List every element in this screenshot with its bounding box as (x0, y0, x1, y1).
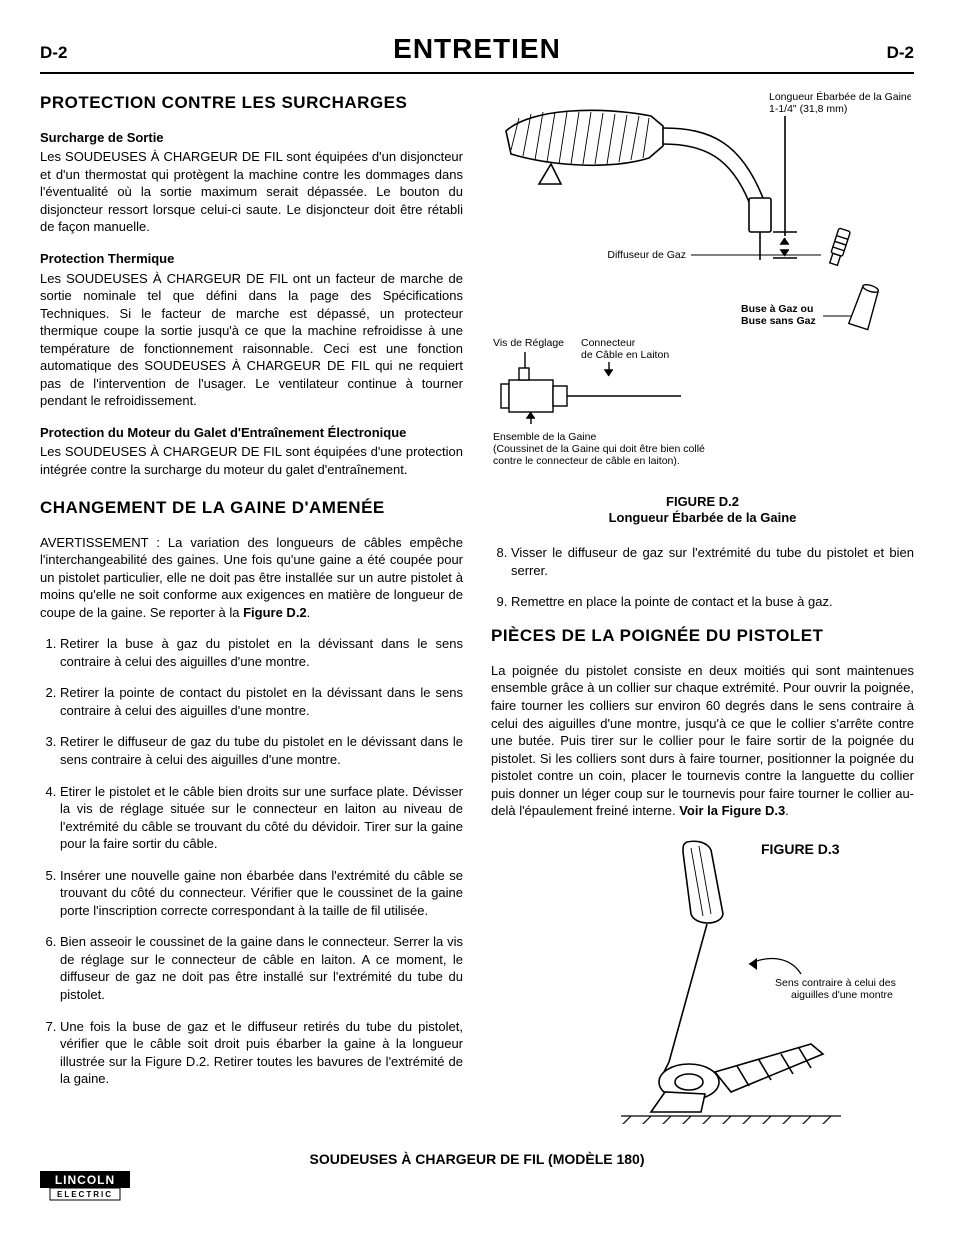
body-paragraph: Les SOUDEUSES À CHARGEUR DE FIL ont un f… (40, 270, 463, 410)
fig-label-nozzle1: Buse à Gaz ou (741, 303, 813, 315)
page-code-right: D-2 (887, 42, 914, 65)
two-column-layout: PROTECTION CONTRE LES SURCHARGES Surchar… (40, 88, 914, 1142)
figure-d2-caption: FIGURE D.2 Longueur Ébarbée de la Gaine (491, 494, 914, 527)
section3-body-text: La poignée du pistolet consiste en deux … (491, 663, 914, 818)
list-item: Une fois la buse de gaz et le diffuseur … (60, 1018, 463, 1088)
body-paragraph: La poignée du pistolet consiste en deux … (491, 662, 914, 820)
logo-top-text: LINCOLN (55, 1173, 115, 1187)
fig-label-assembly-note1: (Coussinet de la Gaine qui doit être bie… (493, 443, 705, 455)
page-footer: SOUDEUSES À CHARGEUR DE FIL (MODÈLE 180) (40, 1150, 914, 1169)
figure-reference: Voir la Figure D.3 (679, 803, 785, 818)
list-item: Retirer la pointe de contact du pistolet… (60, 684, 463, 719)
list-item: Remettre en place la pointe de contact e… (511, 593, 914, 611)
subsection-heading: Surcharge de Sortie (40, 129, 463, 147)
right-column: Longueur Ébarbée de la Gaine 1-1/4" (31,… (491, 88, 914, 1142)
list-item: Bien asseoir le coussinet de la gaine da… (60, 933, 463, 1003)
section-heading: PIÈCES DE LA POIGNÉE DU PISTOLET (491, 625, 914, 648)
figure-reference: Figure D.2 (243, 605, 307, 620)
body-paragraph: Les SOUDEUSES À CHARGEUR DE FIL sont équ… (40, 148, 463, 236)
fig-label-connector2: de Câble en Laiton (581, 349, 669, 361)
page-code-left: D-2 (40, 42, 67, 65)
period: . (307, 605, 311, 620)
procedure-steps-list: Retirer la buse à gaz du pistolet en la … (40, 635, 463, 1087)
page-header: D-2 ENTRETIEN D-2 (40, 30, 914, 74)
fig-label-setscrew: Vis de Réglage (493, 337, 564, 349)
figure-d2: Longueur Ébarbée de la Gaine 1-1/4" (31,… (491, 88, 914, 527)
fig-label-nozzle2: Buse sans Gaz (741, 315, 816, 327)
warning-paragraph: AVERTISSEMENT : La variation des longueu… (40, 534, 463, 622)
lincoln-electric-logo-icon: LINCOLN ELECTRIC (40, 1171, 130, 1201)
list-item: Retirer le diffuseur de gaz du tube du p… (60, 733, 463, 768)
fig-d3-title: FIGURE D.3 (761, 841, 840, 857)
subsection-heading: Protection du Moteur du Galet d'Entraîne… (40, 424, 463, 442)
page-title: ENTRETIEN (393, 30, 561, 68)
fig-caption-line2: Longueur Ébarbée de la Gaine (609, 510, 797, 525)
brand-logo: LINCOLN ELECTRIC (40, 1171, 914, 1201)
fig-d3-label-line2: aiguilles d'une montre (791, 989, 893, 1001)
fig-d3-label-line1: Sens contraire à celui des (775, 977, 896, 989)
fig-caption-line1: FIGURE D.2 (666, 494, 739, 509)
fig-label-assembly-note2: contre le connecteur de câble en laiton)… (493, 455, 680, 467)
fig-label-diffuser: Diffuseur de Gaz (607, 249, 686, 261)
section-heading: PROTECTION CONTRE LES SURCHARGES (40, 92, 463, 115)
figure-d3: FIGURE D.3 Sens contraire à celui des ai (491, 834, 914, 1124)
fig-label-connector1: Connecteur (581, 337, 636, 349)
fig-label-length2: 1-1/4" (31,8 mm) (769, 103, 847, 115)
period: . (785, 803, 789, 818)
fig-label-length1: Longueur Ébarbée de la Gaine (769, 90, 911, 103)
list-item: Etirer le pistolet et le câble bien droi… (60, 783, 463, 853)
list-item: Retirer la buse à gaz du pistolet en la … (60, 635, 463, 670)
subsection-heading: Protection Thermique (40, 250, 463, 268)
section-heading: CHANGEMENT DE LA GAINE D'AMENÉE (40, 497, 463, 520)
procedure-steps-list-continued: Visser le diffuseur de gaz sur l'extrémi… (491, 544, 914, 611)
figure-d3-svg: FIGURE D.3 Sens contraire à celui des ai (491, 834, 911, 1124)
list-item: Insérer une nouvelle gaine non ébarbée d… (60, 867, 463, 920)
fig-label-assembly: Ensemble de la Gaine (493, 431, 596, 443)
logo-bottom-text: ELECTRIC (57, 1190, 113, 1199)
left-column: PROTECTION CONTRE LES SURCHARGES Surchar… (40, 88, 463, 1142)
list-item: Visser le diffuseur de gaz sur l'extrémi… (511, 544, 914, 579)
body-paragraph: Les SOUDEUSES À CHARGEUR DE FIL sont équ… (40, 443, 463, 478)
figure-d2-svg: Longueur Ébarbée de la Gaine 1-1/4" (31,… (491, 88, 911, 488)
